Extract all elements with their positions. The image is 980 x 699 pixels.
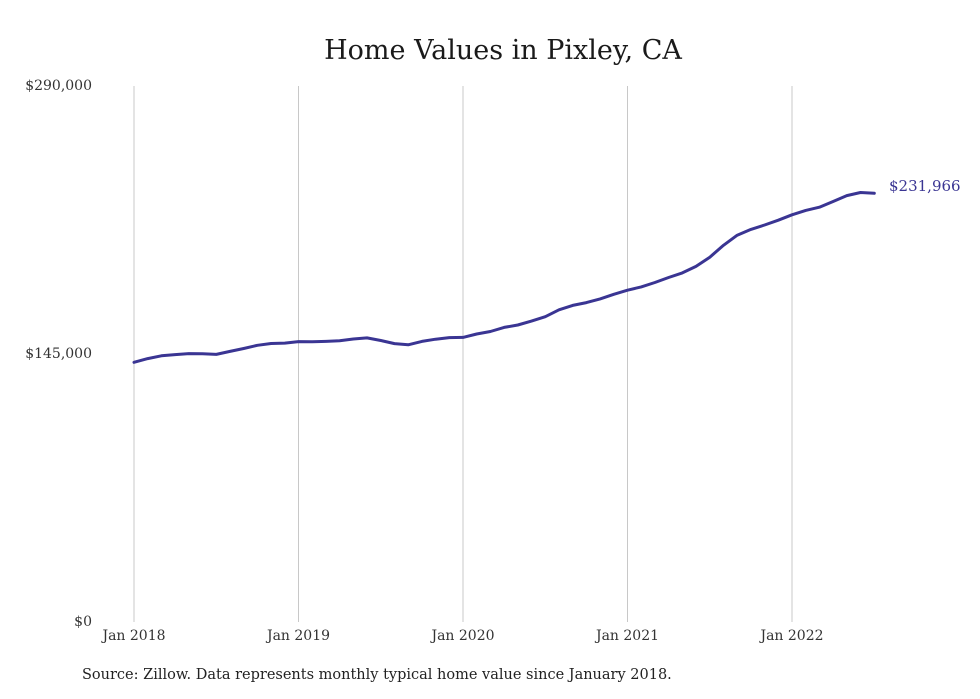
- grid-lines: [133, 86, 793, 622]
- x-tick-label: Jan 2019: [265, 628, 330, 644]
- y-tick-label: $290,000: [25, 78, 92, 94]
- source-note: Source: Zillow. Data represents monthly …: [82, 667, 672, 683]
- series-line: [132, 191, 876, 364]
- x-tick-label: Jan 2022: [758, 628, 823, 644]
- end-value-label: $231,966: [889, 177, 961, 195]
- y-axis-ticks: $0 $145,000 $290,000: [25, 78, 92, 630]
- y-tick-label: $0: [74, 614, 92, 630]
- series-layer: [132, 191, 876, 364]
- x-tick-label: Jan 2018: [100, 628, 165, 644]
- chart-title: Home Values in Pixley, CA: [324, 35, 682, 66]
- y-tick-label: $145,000: [25, 346, 92, 362]
- x-axis-ticks: Jan 2018 Jan 2019 Jan 2020 Jan 2021 Jan 2022: [100, 628, 823, 644]
- x-tick-label: Jan 2021: [594, 628, 659, 644]
- x-tick-label: Jan 2020: [429, 628, 494, 644]
